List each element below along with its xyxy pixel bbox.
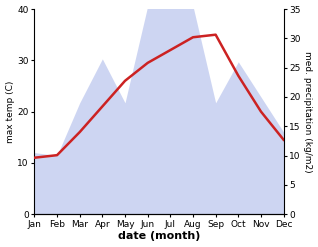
X-axis label: date (month): date (month) — [118, 231, 200, 242]
Y-axis label: med. precipitation (kg/m2): med. precipitation (kg/m2) — [303, 51, 313, 172]
Y-axis label: max temp (C): max temp (C) — [5, 80, 15, 143]
